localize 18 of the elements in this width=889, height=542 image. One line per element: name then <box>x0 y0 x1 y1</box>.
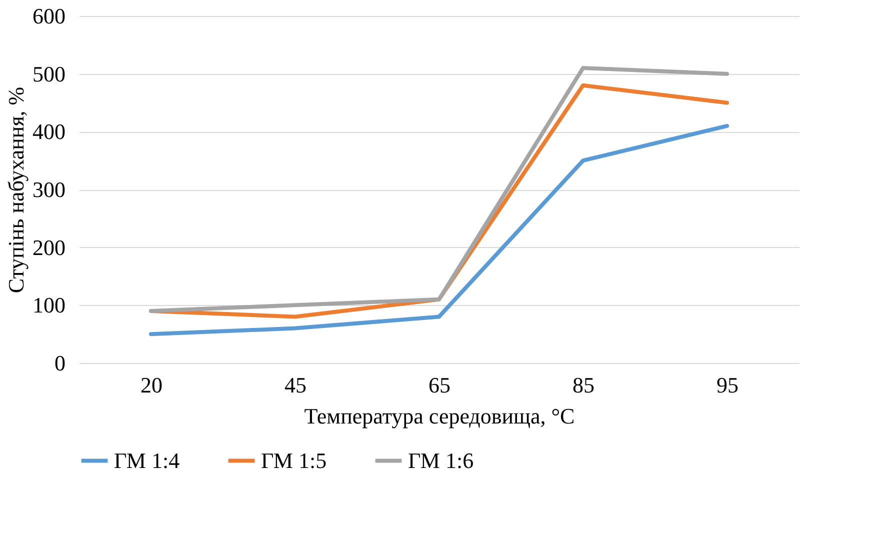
y-tick-label: 300 <box>32 177 66 202</box>
line-series <box>149 124 729 336</box>
x-tick-label: 65 <box>428 372 450 398</box>
y-tick-label: 600 <box>32 4 66 28</box>
x-tick-label: 95 <box>716 372 738 398</box>
x-tick-label: 20 <box>140 372 162 398</box>
y-tick-label: 500 <box>32 61 66 86</box>
y-tick-label: 400 <box>32 119 66 144</box>
y-tick-label: 200 <box>32 234 66 260</box>
y-axis-title: Ступінь набухання, % <box>4 86 28 294</box>
x-tick-label: 85 <box>572 372 594 398</box>
y-tick-label: 100 <box>32 292 66 318</box>
legend-label: ГМ 1:5 <box>261 448 327 473</box>
legend-label: ГМ 1:4 <box>114 448 180 473</box>
y-tick-label: 0 <box>54 350 66 376</box>
x-axis-title: Температура середовища, °C <box>304 404 575 428</box>
legend-label: ГМ 1:6 <box>408 448 474 473</box>
x-tick-label: 45 <box>284 372 306 398</box>
